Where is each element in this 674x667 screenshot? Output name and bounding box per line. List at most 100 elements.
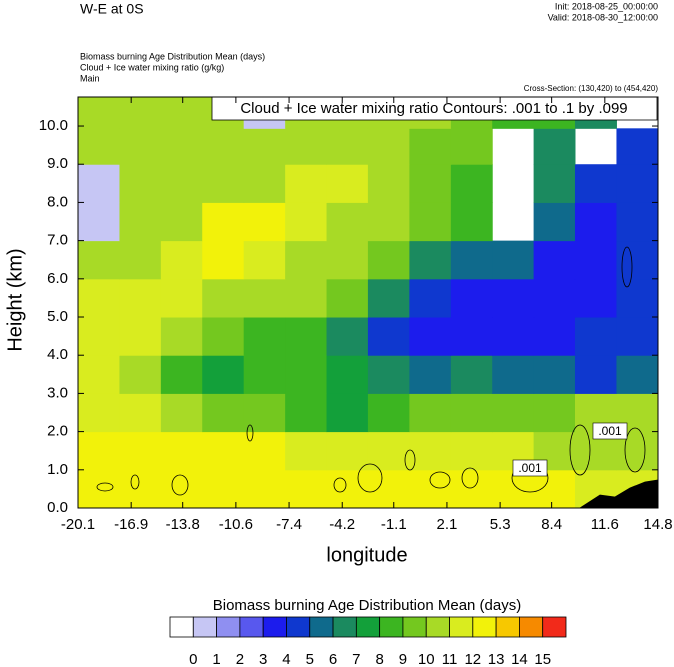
colorbar-label: 4 [282, 651, 290, 667]
field-cell [202, 317, 245, 356]
colorbar-box [472, 616, 497, 638]
field-cell [78, 278, 120, 318]
field-cell [409, 317, 452, 356]
contour-line [333, 477, 347, 493]
field-cell [574, 355, 617, 394]
cross-section: Cross-Section: (130,420) to (454,420) [524, 84, 659, 93]
field-cell [326, 202, 369, 242]
field-cell [285, 164, 328, 203]
colorbar-box [309, 616, 334, 638]
contour-line [461, 467, 479, 489]
colorbar-box [425, 616, 450, 638]
contour-line-label: .001 [518, 461, 542, 475]
field-cell [326, 431, 369, 471]
field-cell [160, 278, 203, 318]
field-cell [202, 393, 245, 433]
field-cell [202, 128, 245, 165]
contour-line [621, 246, 633, 288]
field-cell [243, 317, 286, 356]
field-cell [285, 202, 328, 242]
field-cell [285, 128, 328, 165]
field-cell [574, 164, 617, 203]
field-cell [450, 431, 493, 471]
field-cell [450, 469, 493, 509]
field-cell [160, 97, 203, 129]
plot-frame [77, 96, 659, 509]
field-cell [285, 317, 328, 356]
field-cell [326, 355, 369, 394]
field-cell [367, 355, 410, 394]
field-cell [326, 128, 369, 165]
x-tick-label: 2.1 [437, 516, 458, 533]
field-cell [616, 164, 659, 203]
x-tick-label: -10.6 [219, 516, 253, 533]
field-cell [78, 97, 120, 129]
y-tick-label: 3.0 [47, 384, 68, 401]
field-cell [409, 278, 452, 318]
colorbar-label: 7 [352, 651, 360, 667]
field-cell [409, 469, 452, 509]
colorbar-label: 12 [464, 651, 481, 667]
field-cell [160, 431, 203, 471]
field-cell [533, 317, 576, 356]
field-cell [367, 202, 410, 242]
x-tick-label: -1.1 [381, 516, 407, 533]
y-tick-label: 2.0 [47, 423, 68, 440]
y-tick-label: 4.0 [47, 346, 68, 363]
field-cell [243, 393, 286, 433]
colorbar-label: 13 [488, 651, 505, 667]
field-cell [492, 393, 535, 433]
field-cell [160, 164, 203, 203]
colorbar-box [355, 616, 381, 638]
field-cell [492, 317, 535, 356]
colorbar-box [192, 616, 217, 638]
field-cell [119, 278, 162, 318]
field-cell [367, 240, 410, 280]
field-cell [367, 317, 410, 356]
field-cell [367, 393, 410, 433]
field-cell [243, 469, 286, 509]
field-cell [492, 278, 535, 318]
field-cell [450, 355, 493, 394]
contour-line [624, 427, 646, 473]
field-cell [492, 240, 535, 280]
colorbar-label: 2 [236, 651, 244, 667]
field-cell [450, 128, 493, 165]
colorbar-box [519, 616, 544, 638]
field-cell [616, 202, 659, 242]
field-cell [450, 202, 493, 242]
field-cell [119, 128, 162, 165]
field-cell [533, 128, 576, 165]
field-cell [450, 278, 493, 318]
colorbar-label: 9 [399, 651, 407, 667]
colorbar-label: 0 [189, 651, 197, 667]
field-cell [119, 317, 162, 356]
field-cell [533, 240, 576, 280]
contour-line [429, 471, 451, 489]
field [78, 97, 659, 509]
x-tick-label: 11.6 [591, 516, 619, 533]
x-tick-label: -4.2 [329, 516, 355, 533]
field-cell [409, 240, 452, 280]
field-cell [616, 240, 659, 280]
field-cell [574, 317, 617, 356]
x-tick-label: 8.4 [541, 516, 562, 533]
colorbar-box [495, 616, 520, 638]
field-cell [119, 393, 162, 433]
field-cell [326, 469, 369, 509]
contour-info: Cloud + Ice water mixing ratio Contours:… [240, 100, 627, 117]
colorbar-label: 14 [511, 651, 528, 667]
field-cell [119, 469, 162, 509]
field-cell [202, 355, 245, 394]
field-cell [160, 393, 203, 433]
field-cell [243, 164, 286, 203]
colorbar-box [262, 616, 287, 638]
y-axis-title: Height (km) [4, 248, 26, 351]
colorbar-title: Biomass burning Age Distribution Mean (d… [213, 597, 521, 614]
y-tick-label: 9.0 [47, 155, 68, 172]
field-cell [119, 431, 162, 471]
field-cell [285, 355, 328, 394]
colorbar-box [379, 616, 404, 638]
field-cell [119, 97, 162, 129]
